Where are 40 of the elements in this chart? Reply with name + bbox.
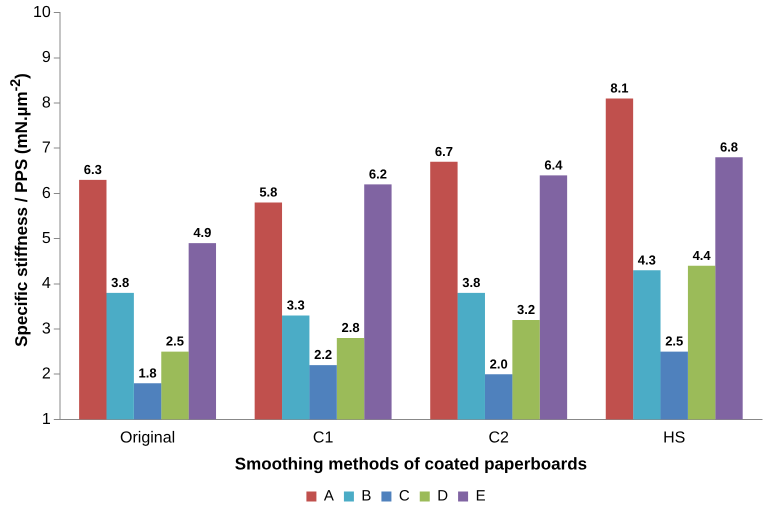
data-label: 4.3 xyxy=(638,252,656,268)
data-label: 2.2 xyxy=(314,347,332,362)
y-tick-label: 4 xyxy=(42,275,51,292)
data-label: 3.2 xyxy=(517,302,536,318)
data-label: 6.8 xyxy=(720,139,738,154)
x-axis-title: Smoothing methods of coated paperboards xyxy=(234,454,588,474)
data-label: 2.5 xyxy=(665,334,684,349)
legend-label: E xyxy=(476,488,486,505)
data-label: 6.3 xyxy=(84,162,102,177)
legend-label: A xyxy=(324,488,334,505)
x-tick-label: Original xyxy=(120,429,176,446)
data-label: 3.8 xyxy=(462,274,480,290)
y-tick-label: 1 xyxy=(42,410,51,428)
x-tick-label: HS xyxy=(663,429,686,446)
y-tick-label: 8 xyxy=(42,94,51,112)
data-label: 3.8 xyxy=(111,274,130,290)
data-label: 6.7 xyxy=(434,144,453,159)
y-tick-label: 5 xyxy=(42,230,51,248)
data-label: 4.4 xyxy=(692,248,712,263)
data-label: 2.8 xyxy=(341,320,360,336)
data-label: 1.8 xyxy=(138,365,157,380)
legend-label: D xyxy=(437,488,448,505)
y-tick-label: 3 xyxy=(42,320,51,338)
data-label: 4.9 xyxy=(193,225,212,240)
data-label: 8.1 xyxy=(610,80,628,96)
x-tick-label: C2 xyxy=(488,429,509,446)
legend-label: B xyxy=(361,488,372,505)
y-tick-label: 2 xyxy=(42,366,51,383)
legend-label: C xyxy=(398,488,410,505)
data-label: 2.0 xyxy=(490,356,508,372)
y-tick-label: 6 xyxy=(42,184,51,202)
y-tick-label: 10 xyxy=(33,4,51,22)
y-tick-label: 9 xyxy=(42,49,51,66)
x-tick-label: C1 xyxy=(312,429,334,446)
y-tick-label: 7 xyxy=(42,140,51,157)
data-label: 5.8 xyxy=(259,184,278,200)
data-label: 6.4 xyxy=(544,157,564,172)
data-label: 3.3 xyxy=(286,298,305,313)
data-label: 6.2 xyxy=(368,166,387,182)
data-label: 2.5 xyxy=(166,334,184,349)
